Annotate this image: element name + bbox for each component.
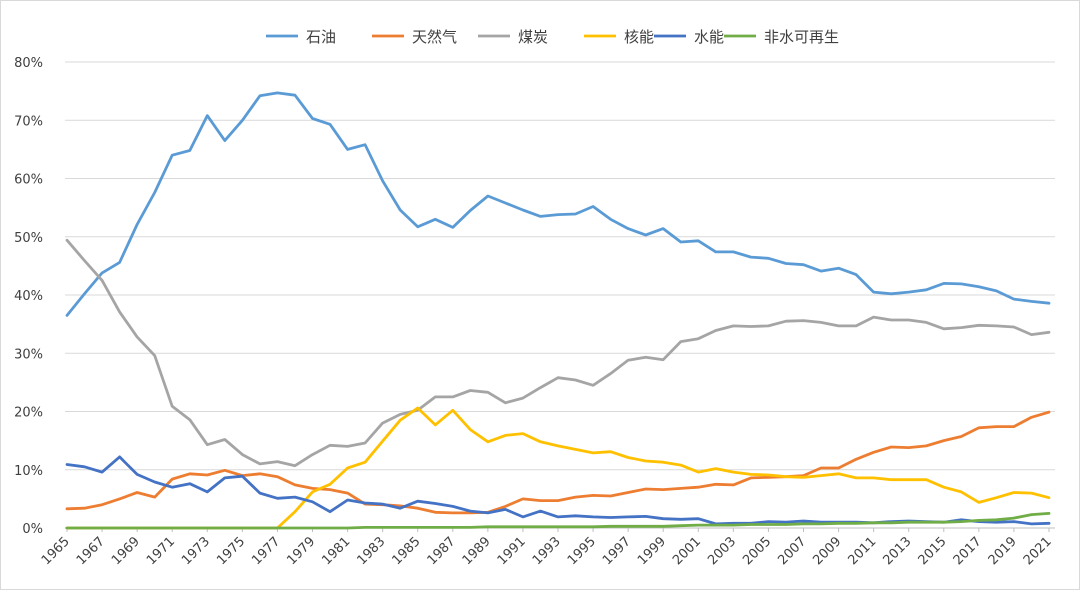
legend-label: 水能 (694, 28, 724, 46)
y-tick-label: 30% (14, 347, 43, 362)
legend-item: 石油 (266, 28, 336, 46)
x-tick-label: 2021 (1021, 534, 1055, 568)
x-tick-label: 2001 (670, 534, 704, 568)
legend-label: 核能 (624, 28, 654, 46)
y-tick-label: 40% (14, 289, 43, 304)
y-tick-label: 70% (14, 114, 43, 129)
x-axis: 1965 1967 1969 1971 1973 1975 1977 1979 1981 1983… (39, 528, 1055, 568)
legend-item: 核能 (584, 28, 654, 46)
x-tick-label: 1979 (284, 534, 318, 568)
legend-item: 水能 (654, 28, 724, 46)
x-tick-label: 1977 (249, 534, 283, 568)
x-tick-label: 2009 (810, 534, 844, 568)
x-tick-label: 1975 (214, 534, 248, 568)
x-tick-label: 1991 (495, 534, 529, 568)
x-tick-label: 2007 (775, 534, 809, 568)
legend-item: 非水可再生 (724, 28, 839, 46)
x-tick-label: 2003 (705, 534, 739, 568)
x-tick-label: 1999 (635, 534, 669, 568)
legend-item: 煤炭 (478, 28, 548, 46)
y-tick-label: 10% (14, 464, 43, 479)
x-tick-label: 2015 (916, 534, 950, 568)
y-tick-label: 60% (14, 173, 43, 188)
x-tick-label: 1989 (460, 534, 494, 568)
x-tick-label: 1981 (319, 534, 353, 568)
legend-label: 石油 (306, 28, 336, 46)
x-tick-label: 2005 (740, 534, 774, 568)
series-line (65, 238, 1051, 468)
series-line (65, 410, 1051, 515)
legend-label: 天然气 (412, 28, 457, 46)
legend-label: 非水可再生 (764, 28, 839, 46)
legend: 石油 天然气 煤炭 核能 水能 非水可再生 (266, 28, 839, 46)
x-tick-label: 1973 (179, 534, 213, 568)
x-tick-label: 2019 (986, 534, 1020, 568)
y-tick-label: 50% (14, 231, 43, 246)
x-tick-label: 2011 (845, 534, 879, 568)
legend-label: 煤炭 (518, 28, 548, 46)
y-tick-label: 0% (22, 522, 43, 537)
x-tick-label: 1971 (144, 534, 178, 568)
legend-item: 天然气 (372, 28, 457, 46)
series-line (65, 455, 1051, 526)
gridlines (65, 61, 1055, 529)
x-tick-label: 1993 (530, 534, 564, 568)
y-tick-label: 80% (14, 56, 43, 71)
x-tick-label: 2017 (951, 534, 985, 568)
series-line (65, 512, 1051, 530)
x-tick-label: 1997 (600, 534, 634, 568)
x-tick-label: 1987 (425, 534, 459, 568)
series-line (65, 91, 1051, 317)
x-tick-label: 1969 (109, 534, 143, 568)
x-tick-label: 2013 (881, 534, 915, 568)
x-tick-label: 1995 (565, 534, 599, 568)
x-tick-label: 1983 (354, 534, 388, 568)
series-line (65, 406, 1051, 530)
x-tick-label: 1985 (390, 534, 424, 568)
x-tick-label: 1965 (39, 534, 73, 568)
y-tick-label: 20% (14, 406, 43, 421)
x-tick-label: 1967 (74, 534, 108, 568)
series-layer (65, 91, 1051, 530)
y-axis: 0% 10% 20% 30% 40% 50% 60% 70% 80% (14, 56, 43, 537)
